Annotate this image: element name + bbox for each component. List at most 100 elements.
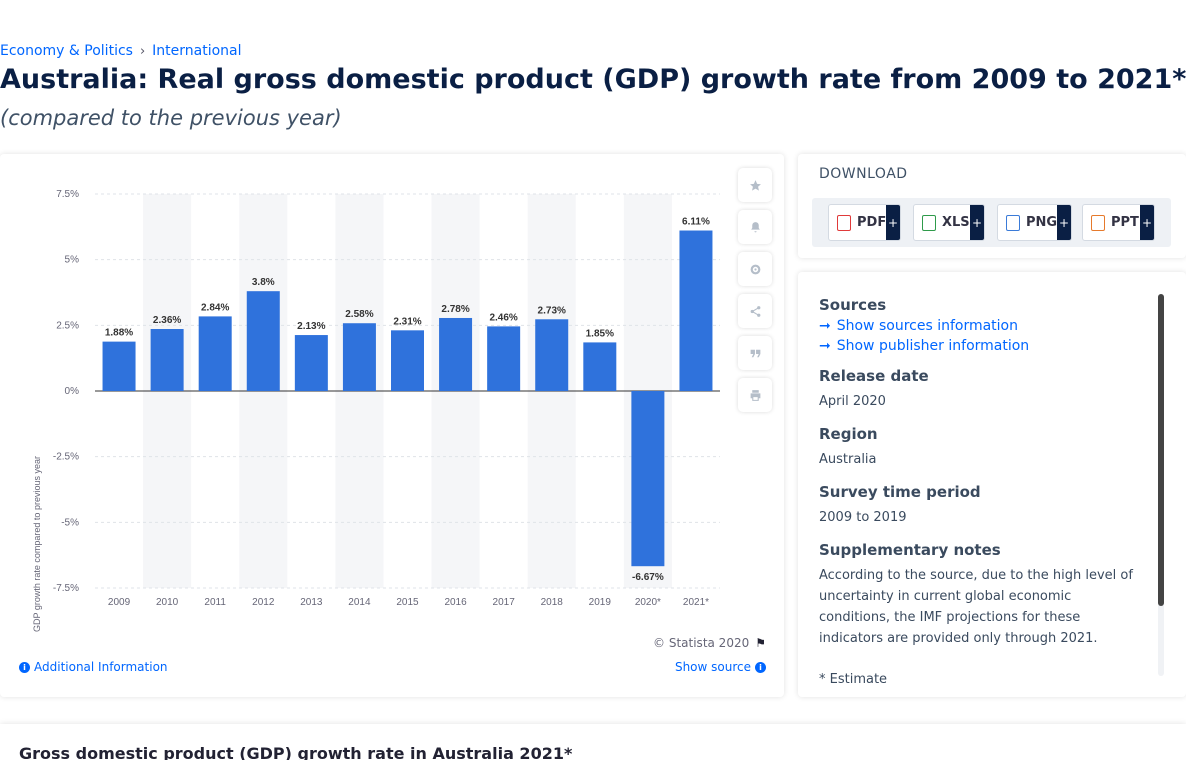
data-label: 3.8%	[252, 277, 275, 288]
y-tick-label: -7.5%	[53, 583, 79, 594]
breadcrumb-separator: ›	[139, 43, 146, 59]
info-icon: i	[755, 661, 766, 673]
survey-heading: Survey time period	[819, 483, 981, 501]
survey-section: Survey time period 2009 to 2019	[819, 483, 1139, 528]
show-sources-link[interactable]: ➞ Show sources information	[819, 318, 1139, 334]
data-label: 2.84%	[201, 302, 229, 313]
show-sources-label: Show sources information	[836, 318, 1018, 334]
y-tick-label: -5%	[61, 517, 79, 528]
data-label: 1.88%	[105, 328, 133, 339]
chart-toolbar	[738, 168, 772, 420]
quote-icon[interactable]	[738, 336, 772, 370]
bar-2011[interactable]	[198, 316, 232, 391]
ppt-file-icon	[1091, 214, 1105, 231]
data-label: 2.78%	[441, 304, 469, 315]
download-title: DOWNLOAD	[819, 166, 908, 182]
x-tick-label: 2015	[396, 597, 419, 608]
download-bar: PDF + XLS + PNG + PPT +	[812, 198, 1171, 247]
breadcrumb-international[interactable]: International	[152, 43, 242, 59]
data-label: 2.58%	[345, 309, 373, 320]
plus-icon[interactable]: +	[886, 205, 900, 240]
bar-2019[interactable]	[583, 342, 617, 391]
notes-heading: Supplementary notes	[819, 541, 1001, 559]
page-title: Australia: Real gross domestic product (…	[0, 64, 1186, 95]
additional-information-label: Additional Information	[34, 660, 168, 674]
bar-2016[interactable]	[439, 317, 473, 391]
copyright: © Statista 2020 ⚑	[653, 636, 766, 650]
data-label: -6.67%	[632, 572, 664, 583]
survey-value: 2009 to 2019	[819, 510, 907, 525]
bar-2015[interactable]	[391, 330, 424, 391]
release-heading: Release date	[819, 367, 929, 385]
data-label: 6.11%	[682, 217, 710, 228]
sources-section: Sources ➞ Show sources information ➞ Sho…	[819, 296, 1139, 354]
plus-icon[interactable]: +	[970, 205, 984, 240]
meta-scrollbar[interactable]	[1158, 294, 1164, 676]
x-tick-label: 2010	[156, 597, 179, 608]
download-png-button[interactable]: PNG +	[997, 204, 1072, 241]
scrollbar-thumb[interactable]	[1158, 294, 1164, 606]
download-ppt-label: PPT	[1111, 215, 1139, 230]
png-file-icon	[1006, 214, 1020, 231]
region-section: Region Australia	[819, 425, 1139, 470]
data-label: 2.73%	[538, 305, 566, 316]
show-publisher-link[interactable]: ➞ Show publisher information	[819, 338, 1139, 354]
data-label: 1.85%	[586, 328, 614, 339]
bar-chart: 7.5% 5% 2.5% 0% -2.5% -5% -7.5% 1.88% 2009 2.36% 2…	[32, 189, 720, 632]
bar-2020*[interactable]	[631, 391, 665, 567]
x-tick-label: 2019	[589, 597, 612, 608]
pdf-file-icon	[837, 214, 851, 231]
bar-2013[interactable]	[294, 335, 328, 391]
share-icon[interactable]	[738, 294, 772, 328]
x-tick-label: 2018	[541, 597, 564, 608]
info-icon: i	[19, 661, 30, 673]
bar-2014[interactable]	[342, 323, 376, 391]
release-value: April 2020	[819, 394, 886, 409]
bell-icon[interactable]	[738, 210, 772, 244]
page-subtitle: (compared to the previous year)	[0, 106, 342, 130]
show-publisher-label: Show publisher information	[836, 338, 1030, 354]
related-chart-title[interactable]: Gross domestic product (GDP) growth rate…	[19, 744, 573, 760]
plus-icon[interactable]: +	[1057, 205, 1071, 240]
flag-icon[interactable]: ⚑	[755, 636, 766, 650]
meta-card: Sources ➞ Show sources information ➞ Sho…	[798, 272, 1186, 697]
show-source-link[interactable]: Show source i	[675, 660, 766, 674]
y-tick-label: 2.5%	[56, 320, 79, 331]
x-tick-label: 2014	[348, 597, 371, 608]
y-tick-label: 0%	[65, 386, 80, 397]
bar-2017[interactable]	[487, 326, 521, 391]
data-label: 2.46%	[489, 312, 517, 323]
notes-extra: * Estimate	[819, 672, 888, 687]
additional-information-link[interactable]: i Additional Information	[19, 660, 168, 674]
bar-2009[interactable]	[102, 341, 136, 391]
breadcrumb: Economy & Politics › International	[0, 43, 242, 59]
y-tick-label: -2.5%	[53, 452, 79, 463]
bar-2012[interactable]	[246, 291, 280, 391]
data-label: 2.13%	[297, 321, 325, 332]
bar-2018[interactable]	[535, 319, 569, 391]
show-source-label: Show source	[674, 660, 751, 674]
arrow-right-icon: ➞	[819, 318, 831, 334]
region-value: Australia	[819, 452, 877, 467]
y-tick-label: 7.5%	[56, 189, 79, 200]
region-heading: Region	[819, 425, 878, 443]
meta-content: Sources ➞ Show sources information ➞ Sho…	[819, 296, 1139, 697]
breadcrumb-economy-politics[interactable]: Economy & Politics	[0, 43, 133, 59]
arrow-right-icon: ➞	[819, 338, 831, 354]
download-xls-button[interactable]: XLS +	[913, 204, 985, 241]
release-section: Release date April 2020	[819, 367, 1139, 412]
gear-icon[interactable]	[738, 252, 772, 286]
plus-icon[interactable]: +	[1140, 205, 1154, 240]
bar-2010[interactable]	[150, 329, 184, 391]
notes-section: Supplementary notes According to the sou…	[819, 541, 1139, 690]
x-tick-label: 2009	[108, 597, 131, 608]
xls-file-icon	[922, 214, 936, 231]
download-ppt-button[interactable]: PPT +	[1082, 204, 1155, 241]
print-icon[interactable]	[738, 378, 772, 412]
star-icon[interactable]	[738, 168, 772, 202]
download-pdf-button[interactable]: PDF +	[828, 204, 901, 241]
download-xls-label: XLS	[942, 215, 970, 230]
notes-value: According to the source, due to the high…	[819, 568, 1133, 646]
bar-2021*[interactable]	[679, 230, 713, 391]
data-label: 2.36%	[153, 315, 181, 326]
